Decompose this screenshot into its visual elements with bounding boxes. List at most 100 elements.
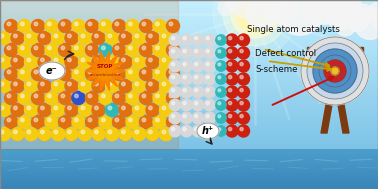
Circle shape <box>122 130 125 134</box>
Circle shape <box>0 34 4 38</box>
Circle shape <box>258 0 274 15</box>
Circle shape <box>81 82 85 86</box>
Circle shape <box>61 118 65 122</box>
Circle shape <box>25 56 37 68</box>
Circle shape <box>31 67 45 81</box>
Circle shape <box>51 104 65 116</box>
Circle shape <box>25 104 37 116</box>
Circle shape <box>169 34 181 46</box>
Circle shape <box>218 50 221 53</box>
Circle shape <box>133 104 146 116</box>
Circle shape <box>218 102 221 105</box>
Circle shape <box>25 32 37 44</box>
Circle shape <box>228 114 232 118</box>
Circle shape <box>346 9 369 32</box>
Circle shape <box>162 130 166 134</box>
Circle shape <box>156 70 159 74</box>
Circle shape <box>216 87 226 97</box>
Circle shape <box>108 82 112 86</box>
Circle shape <box>218 115 221 118</box>
Circle shape <box>108 130 112 134</box>
Circle shape <box>79 32 91 44</box>
Circle shape <box>231 0 279 38</box>
Circle shape <box>48 70 51 74</box>
Circle shape <box>183 63 186 66</box>
Circle shape <box>307 43 363 99</box>
Text: recombination: recombination <box>89 73 121 77</box>
Circle shape <box>204 73 215 85</box>
Circle shape <box>204 34 215 46</box>
Circle shape <box>61 94 65 98</box>
Circle shape <box>51 80 65 92</box>
Text: STOP: STOP <box>97 64 113 70</box>
Circle shape <box>88 22 92 26</box>
Circle shape <box>105 128 118 140</box>
Circle shape <box>146 80 159 92</box>
Circle shape <box>108 34 112 38</box>
Circle shape <box>72 91 85 105</box>
Circle shape <box>0 80 11 92</box>
Circle shape <box>234 0 248 5</box>
Circle shape <box>5 67 17 81</box>
Circle shape <box>204 47 215 59</box>
Circle shape <box>27 34 31 38</box>
Circle shape <box>355 4 373 23</box>
Circle shape <box>68 106 71 110</box>
Circle shape <box>94 130 98 134</box>
Circle shape <box>263 0 298 23</box>
Circle shape <box>149 130 152 134</box>
Circle shape <box>115 118 119 122</box>
Circle shape <box>59 19 71 33</box>
Circle shape <box>228 36 232 40</box>
Circle shape <box>206 76 209 79</box>
Circle shape <box>204 112 215 124</box>
Circle shape <box>34 118 38 122</box>
Circle shape <box>192 60 204 72</box>
Circle shape <box>169 47 181 59</box>
Circle shape <box>133 32 146 44</box>
Circle shape <box>34 94 38 98</box>
Circle shape <box>126 91 139 105</box>
Circle shape <box>14 82 17 86</box>
Ellipse shape <box>39 62 65 80</box>
Circle shape <box>105 32 118 44</box>
Circle shape <box>146 128 159 140</box>
Circle shape <box>99 67 112 81</box>
Circle shape <box>0 104 11 116</box>
Circle shape <box>79 56 91 68</box>
Circle shape <box>126 115 139 129</box>
Circle shape <box>160 80 172 92</box>
Circle shape <box>129 94 132 98</box>
Circle shape <box>105 104 118 116</box>
Text: h⁺: h⁺ <box>202 126 214 136</box>
Text: S-scheme: S-scheme <box>255 64 297 74</box>
Circle shape <box>18 115 31 129</box>
Circle shape <box>61 46 65 50</box>
Circle shape <box>40 82 44 86</box>
Circle shape <box>51 128 65 140</box>
Circle shape <box>135 106 139 110</box>
Circle shape <box>25 80 37 92</box>
Circle shape <box>38 32 51 44</box>
Circle shape <box>99 91 112 105</box>
Circle shape <box>14 130 17 134</box>
Circle shape <box>102 22 105 26</box>
Circle shape <box>27 130 31 134</box>
Circle shape <box>119 128 132 140</box>
Circle shape <box>216 35 226 45</box>
Circle shape <box>301 37 369 105</box>
Circle shape <box>149 58 152 62</box>
Circle shape <box>45 91 58 105</box>
Circle shape <box>153 19 166 33</box>
Circle shape <box>139 43 152 57</box>
Circle shape <box>14 106 17 110</box>
Circle shape <box>237 47 249 59</box>
Circle shape <box>142 94 146 98</box>
Circle shape <box>88 70 92 74</box>
Circle shape <box>237 0 273 32</box>
Circle shape <box>59 43 71 57</box>
Circle shape <box>59 115 71 129</box>
Circle shape <box>237 112 249 124</box>
Circle shape <box>192 86 204 98</box>
Circle shape <box>25 128 37 140</box>
